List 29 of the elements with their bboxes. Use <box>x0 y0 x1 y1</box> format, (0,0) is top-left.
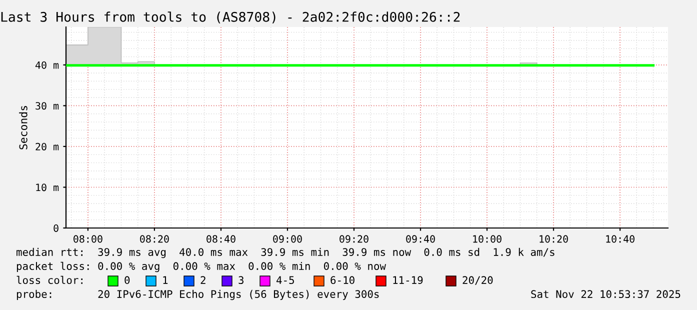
legend-label: 3 <box>238 276 244 284</box>
legend-label: 6-10 <box>330 276 354 284</box>
legend-label: 0 <box>124 276 130 284</box>
y-tick-label: 40 m <box>35 61 59 69</box>
x-tick-label: 10:20 <box>540 235 568 243</box>
x-tick-label: 09:40 <box>406 235 435 243</box>
legend-label: 20/20 <box>462 276 493 285</box>
x-tick-label: 10:00 <box>473 235 502 243</box>
legend-label: 1 <box>163 276 168 284</box>
y-tick-label: 10 m <box>36 184 59 192</box>
text: median rtt: 39.9 ms avg 40.0 ms max 39.9 ms min 39.9 ms now 0.0 ms sd 1.9 k am/s <box>16 248 554 258</box>
y-tick-label: 20 m <box>36 142 59 150</box>
x-tick-label: 09:00 <box>273 235 302 243</box>
x-tick-label: 08:40 <box>206 235 236 243</box>
text: Sat Nov 22 10:53:37 2025 <box>531 290 680 298</box>
text: packet loss: 0.00 % avg 0.00 % max 0.00 % min 0.00 % now <box>16 262 386 272</box>
legend-label: 4-5 <box>276 276 294 284</box>
text: probe: 20 IPv6-ICMP Echo Pings (56 Bytes) every 300s <box>16 290 379 300</box>
legend-label: 2 <box>200 276 206 284</box>
x-tick-label: 08:20 <box>140 235 169 243</box>
y-axis-title: Seconds <box>19 106 28 150</box>
chart-title: Last 3 Hours from tools to (AS8708) - 2a02:2f0c:d000:26::2 <box>1 12 460 24</box>
x-tick-label: 10:40 <box>606 235 634 243</box>
x-tick-label: 08:00 <box>74 235 102 243</box>
x-tick-label: 09:20 <box>340 235 368 243</box>
legend-label: 11-19 <box>393 276 423 284</box>
y-tick-label: 0 <box>54 224 58 232</box>
legend-title: loss color: <box>16 276 82 284</box>
y-tick-label: 30 m <box>36 102 59 110</box>
